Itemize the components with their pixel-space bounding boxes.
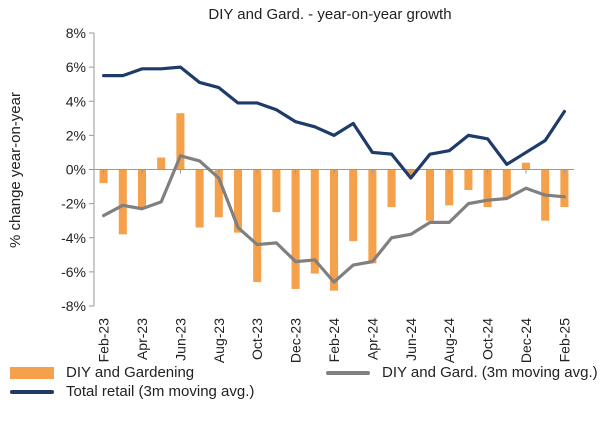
bar-diy-gardening [157,157,166,170]
bar-diy-gardening [445,169,454,206]
bar-diy-gardening [195,169,204,228]
legend-swatch-line [326,370,370,375]
y-tick-label: -4% [61,230,86,246]
x-tick-label: Dec-24 [518,318,534,363]
bar-diy-gardening [176,113,185,170]
y-tick-label: -2% [61,196,86,212]
y-tick-label: -8% [61,298,86,314]
x-tick-label: Oct-24 [480,318,496,360]
bar-diy-gardening [272,169,281,213]
y-axis-label: % change year-on-year [7,92,24,248]
series-lines [101,65,567,284]
chart-title: DIY and Gard. - year-on-year growth [208,6,452,23]
bar-diy-gardening [310,169,319,274]
bar-diy-gardening [464,169,473,190]
legend-item-total-retail-3m: Total retail (3m moving avg.) [10,383,254,400]
y-tick-label: 2% [66,127,86,143]
line-diy-gard-3m [101,154,567,284]
line-total-retail-3m [101,65,567,180]
bar-diy-gardening [349,169,358,242]
legend-swatch-bar [10,366,54,379]
x-tick-label: Feb-24 [326,318,342,363]
x-ticks: Feb-23 Apr-23 Jun-23 Aug-23 Oct-23 Dec-23 Feb-… [96,169,572,363]
legend-label: DIY and Gardening [66,364,195,381]
x-tick-label: Dec-23 [288,318,304,363]
bar-diy-gardening [253,169,262,283]
bar-diy-gardening [387,169,396,208]
x-tick-label: Feb-25 [556,318,572,363]
bar-diy-gardening [329,169,339,291]
bar-diy-gardening [99,169,108,184]
y-tick-label: 4% [66,93,86,109]
x-tick-label: Aug-24 [441,318,457,363]
bar-diy-gardening [521,162,531,170]
bars [99,113,569,291]
bar-diy-gardening [425,169,435,221]
legend-item-diy-gard-3m: DIY and Gard. (3m moving avg.) [326,364,598,381]
x-tick-label: Feb-23 [96,318,112,363]
x-tick-label: Apr-24 [364,318,380,360]
bar-diy-gardening [483,169,492,208]
y-ticks: -8% -6% -4% -2% 0% 2% 4% 6% 8% [61,25,94,314]
legend-label: DIY and Gard. (3m moving avg.) [382,364,598,381]
bar-diy-gardening [368,169,377,264]
bar-diy-gardening [233,169,243,233]
y-axis-label-group: % change year-on-year [7,92,24,248]
x-tick-label: Oct-23 [249,318,265,360]
legend-label: Total retail (3m moving avg.) [66,383,255,400]
x-tick-label: Jun-23 [172,318,188,361]
bar-diy-gardening [502,169,511,199]
legend-swatch-line [10,389,54,394]
y-tick-label: 6% [66,59,86,75]
bar-diy-gardening [291,169,300,289]
y-tick-label: -6% [61,264,86,280]
bar-diy-gardening [214,169,223,218]
x-tick-label: Jun-24 [403,318,419,361]
y-tick-label: 0% [66,162,86,178]
bar-diy-gardening [137,169,147,209]
y-tick-label: 8% [66,25,86,41]
x-tick-label: Aug-23 [211,318,227,363]
bar-diy-gardening [560,169,569,208]
legend-item-diy-gardening: DIY and Gardening [10,364,194,381]
x-tick-label: Apr-23 [134,318,150,360]
bar-diy-gardening [118,169,127,235]
